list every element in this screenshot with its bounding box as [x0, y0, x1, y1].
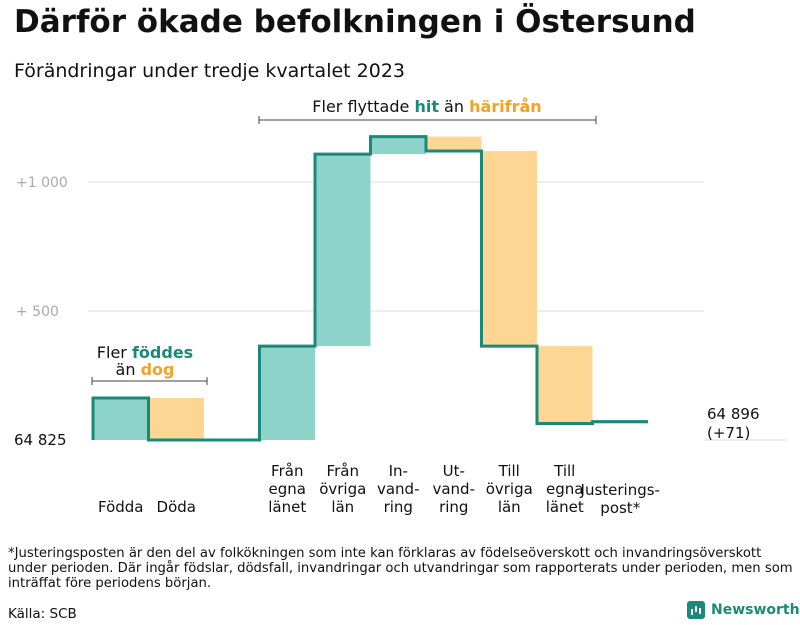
step-line: [91, 135, 648, 442]
bar-1: [148, 397, 204, 440]
x-tick-label-4: Från övriga län: [319, 462, 366, 516]
baseline-label: 64 825: [14, 431, 67, 449]
x-tick-label-5: In-vand-ring: [377, 462, 420, 516]
births-annotation-line-2: än dog: [116, 360, 175, 379]
brand-name: Newsworthy: [711, 602, 800, 618]
bar-3: [259, 346, 315, 440]
bar-4: [315, 154, 371, 347]
y-tick-label-0: +1 000: [16, 175, 68, 191]
bar-8: [537, 346, 593, 424]
step-layer: [91, 135, 648, 442]
births-annotation-line-1: Fler föddes: [97, 343, 193, 362]
x-tick-label-1: Döda: [157, 498, 196, 516]
migration-bracket: [258, 116, 597, 124]
bar-0: [93, 397, 149, 440]
x-tick-label-0: Födda: [98, 498, 144, 516]
source-label: Källa: SCB: [8, 606, 77, 622]
x-tick-label-6: Ut-vand-ring: [432, 462, 475, 516]
chart-subtitle: Förändringar under tredje kvartalet 2023: [14, 60, 406, 82]
y-tick-label-1: + 500: [16, 304, 59, 320]
births-bracket: [91, 377, 208, 385]
footnote: *Justeringsposten är den del av folkökni…: [8, 546, 793, 591]
x-tick-label-9: Justerings-post*: [580, 481, 660, 517]
bar-layer: [93, 136, 648, 440]
brand-logo: Newsworthy: [687, 601, 800, 619]
x-tick-label-8: Till egna länet: [546, 462, 584, 516]
bar-chart-icon: [687, 601, 705, 619]
label-layer: +1 000 + 500 Födda Döda Från egna länet Från övr…: [14, 175, 760, 517]
grid-layer: [88, 181, 786, 441]
bar-7: [481, 151, 537, 347]
x-tick-label-7: Till övriga län: [486, 462, 533, 516]
chart-title: Därför ökade befolkningen i Östersund: [14, 4, 696, 40]
bar-5: [370, 136, 426, 155]
migration-annotation-line-1: Fler flyttade hit än härifrån: [312, 97, 541, 116]
end-value-label: 64 896 (+71): [707, 405, 760, 442]
x-tick-label-3: Från egna länet: [268, 462, 306, 516]
bar-6: [426, 136, 482, 152]
